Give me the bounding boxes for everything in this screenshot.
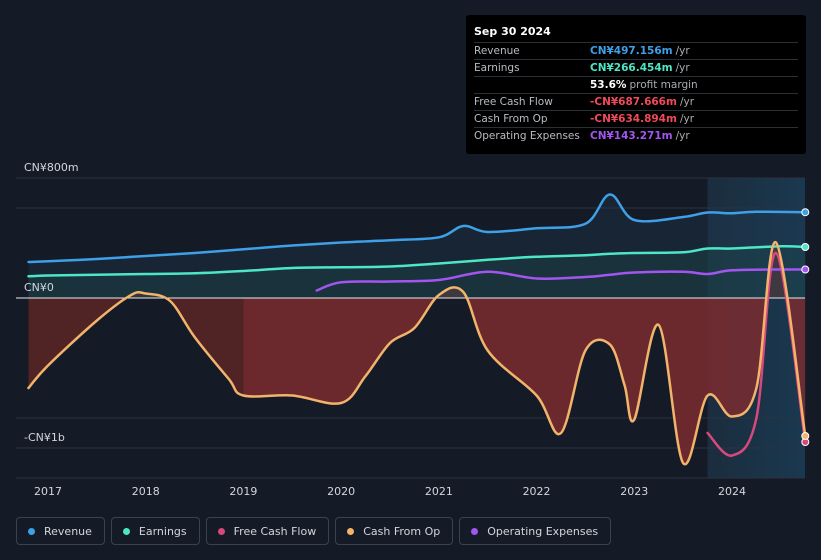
x-tick-label: 2017 (34, 485, 62, 498)
legend: Revenue Earnings Free Cash Flow Cash From O… (16, 517, 612, 545)
x-tick-label: 2020 (327, 485, 355, 498)
legend-item-operating-expenses[interactable]: Operating Expenses (459, 517, 612, 545)
tooltip-row-unit: /yr (675, 45, 690, 57)
tooltip-row-value: -CN¥687.666m (590, 96, 677, 108)
legend-item-free-cash-flow[interactable]: Free Cash Flow (205, 517, 330, 545)
tooltip-row-label: Cash From Op (474, 113, 548, 125)
x-tick-label: 2019 (229, 485, 257, 498)
series-line-cash-from-op (27, 241, 807, 466)
legend-dot-icon (471, 527, 479, 535)
legend-label: Cash From Op (363, 524, 441, 538)
cash-from-op-area (243, 242, 806, 465)
tooltip-date: Sep 30 2024 (474, 25, 551, 38)
tooltip-row: 53.6% profit margin (474, 76, 798, 93)
legend-label: Revenue (44, 524, 92, 538)
tooltip-row-unit: /yr (675, 130, 690, 142)
legend-dot-icon (217, 527, 225, 535)
tooltip-row-label: Free Cash Flow (474, 96, 553, 108)
x-tick-label: 2021 (425, 485, 453, 498)
tooltip-row: Cash From Op -CN¥634.894m/yr (474, 110, 798, 127)
legend-item-earnings[interactable]: Earnings (110, 517, 200, 545)
series-line-earnings (27, 244, 807, 278)
tooltip-row-label: Revenue (474, 45, 520, 57)
earnings-area (28, 246, 806, 298)
chart: CN¥800m CN¥0 -CN¥1b 2017 2018 2019 2020 2021 202… (16, 161, 810, 498)
x-tick-label: 2022 (523, 485, 551, 498)
legend-label: Operating Expenses (487, 524, 599, 538)
tooltip-row-label: Operating Expenses (474, 130, 580, 142)
tooltip-row-value: CN¥266.454m (590, 62, 673, 74)
series-line-revenue (27, 193, 807, 264)
legend-item-cash-from-op[interactable]: Cash From Op (335, 517, 454, 545)
tooltip-row: Revenue CN¥497.156m/yr (474, 42, 798, 59)
tooltip-row-unit: /yr (679, 113, 695, 125)
series-end-marker (801, 208, 810, 217)
tooltip-row-unit: profit margin (629, 79, 698, 91)
y-tick-label: -CN¥1b (24, 431, 65, 444)
tooltip-row-value: -CN¥634.894m (590, 113, 677, 125)
tooltip-row-unit: /yr (679, 96, 695, 108)
legend-label: Free Cash Flow (233, 524, 317, 538)
legend-dot-icon (122, 527, 130, 535)
tooltip-row: Free Cash Flow -CN¥687.666m/yr (474, 93, 798, 110)
tooltip-row: Operating Expenses CN¥143.271m/yr (474, 127, 798, 144)
tooltip-row: Earnings CN¥266.454m/yr (474, 59, 798, 76)
series-end-marker (801, 243, 810, 251)
legend-dot-icon (28, 527, 35, 535)
series-end-marker (801, 265, 810, 274)
legend-label: Earnings (138, 524, 187, 538)
y-tick-label: CN¥0 (24, 281, 54, 294)
series-end-marker (801, 432, 810, 440)
legend-item-revenue[interactable]: Revenue (16, 517, 105, 545)
x-tick-label: 2018 (132, 485, 160, 498)
tooltip-row-label: Earnings (474, 62, 520, 74)
tooltip-rows: Revenue CN¥497.156m/yr Earnings CN¥266.454m… (474, 42, 798, 144)
tooltip-row-label (474, 77, 590, 93)
tooltip-row-unit: /yr (675, 62, 690, 74)
x-tick-label: 2024 (718, 485, 746, 498)
cash-from-op-area (28, 292, 244, 396)
tooltip-panel: Sep 30 2024 Revenue CN¥497.156m/yr Earning… (466, 15, 806, 154)
tooltip-row-value: CN¥143.271m (590, 130, 673, 142)
series-line-operating-expenses (315, 268, 807, 292)
x-tick-label: 2023 (620, 485, 648, 498)
tooltip-row-value: CN¥497.156m (590, 45, 673, 57)
legend-dot-icon (347, 527, 355, 535)
tooltip-row-value: 53.6% (590, 79, 627, 91)
y-tick-label: CN¥800m (24, 161, 79, 174)
